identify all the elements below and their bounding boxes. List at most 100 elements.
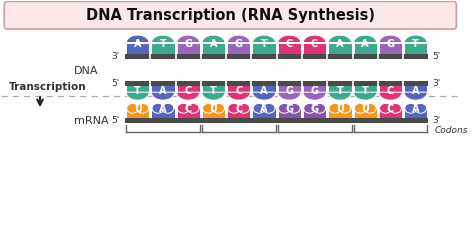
Text: T: T [160, 39, 166, 49]
Bar [151, 43, 174, 54]
Bar [278, 82, 301, 92]
Text: C: C [311, 39, 318, 49]
Ellipse shape [137, 103, 149, 113]
Ellipse shape [389, 103, 401, 113]
Polygon shape [303, 35, 326, 43]
Bar [253, 43, 276, 54]
Polygon shape [404, 92, 428, 100]
Ellipse shape [354, 103, 366, 113]
Text: 3': 3' [432, 79, 440, 89]
Bar [404, 108, 428, 118]
Bar [177, 108, 200, 118]
Polygon shape [177, 35, 200, 43]
Polygon shape [151, 35, 174, 43]
Ellipse shape [152, 103, 164, 113]
Text: A: A [336, 39, 344, 49]
Text: C: C [184, 86, 192, 96]
Bar [125, 54, 428, 59]
Bar [177, 82, 200, 92]
Bar [328, 108, 352, 118]
Polygon shape [379, 35, 402, 43]
Ellipse shape [364, 103, 376, 113]
Bar [177, 43, 200, 54]
Ellipse shape [405, 103, 417, 113]
Text: C: C [286, 39, 293, 49]
Text: T: T [412, 39, 419, 49]
Bar [404, 43, 428, 54]
Ellipse shape [237, 103, 250, 113]
Bar [227, 43, 250, 54]
Ellipse shape [253, 103, 265, 113]
Text: G: G [184, 39, 192, 49]
Bar [202, 108, 225, 118]
Bar [379, 108, 402, 118]
Bar [125, 82, 428, 86]
Bar [303, 108, 326, 118]
Text: A: A [361, 39, 369, 49]
Polygon shape [177, 92, 200, 100]
Text: C: C [184, 104, 192, 114]
Polygon shape [202, 35, 225, 43]
Bar [151, 82, 174, 92]
Text: T: T [337, 86, 343, 96]
Text: 3': 3' [111, 52, 119, 61]
Ellipse shape [127, 103, 139, 113]
Text: U: U [134, 104, 142, 114]
Text: G: G [386, 39, 394, 49]
Text: G: G [235, 39, 243, 49]
Bar [202, 43, 225, 54]
Bar [126, 82, 149, 92]
Bar [379, 43, 402, 54]
Text: G: G [285, 86, 293, 96]
Bar [227, 108, 250, 118]
Text: G: G [285, 104, 293, 114]
Text: C: C [387, 86, 394, 96]
Bar [354, 108, 377, 118]
Polygon shape [227, 35, 250, 43]
Text: A: A [134, 39, 141, 49]
Text: U: U [210, 104, 218, 114]
Text: 3': 3' [432, 116, 440, 125]
Bar [278, 43, 301, 54]
Polygon shape [303, 92, 326, 100]
Text: C: C [235, 86, 242, 96]
Polygon shape [328, 92, 352, 100]
Text: A: A [210, 39, 217, 49]
Polygon shape [278, 92, 301, 100]
Text: T: T [362, 86, 368, 96]
Text: G: G [310, 86, 319, 96]
Text: T: T [261, 39, 267, 49]
Ellipse shape [177, 103, 190, 113]
Text: A: A [412, 104, 419, 114]
Bar [354, 82, 377, 92]
Ellipse shape [263, 103, 275, 113]
Ellipse shape [228, 103, 240, 113]
Polygon shape [404, 35, 428, 43]
FancyBboxPatch shape [4, 1, 456, 29]
Text: U: U [361, 104, 369, 114]
Ellipse shape [202, 103, 215, 113]
Text: mRNA: mRNA [74, 116, 109, 125]
Bar [303, 43, 326, 54]
Bar [253, 108, 276, 118]
Ellipse shape [212, 103, 224, 113]
Polygon shape [253, 92, 276, 100]
Polygon shape [328, 35, 352, 43]
Text: T: T [210, 86, 217, 96]
Polygon shape [227, 92, 250, 100]
Ellipse shape [313, 103, 326, 113]
Bar [151, 108, 174, 118]
Bar [202, 82, 225, 92]
Text: 5': 5' [432, 52, 440, 61]
Bar [126, 108, 149, 118]
Polygon shape [354, 92, 377, 100]
Text: T: T [134, 86, 141, 96]
Text: DNA: DNA [74, 66, 98, 76]
Text: C: C [235, 104, 242, 114]
Ellipse shape [162, 103, 174, 113]
Ellipse shape [187, 103, 199, 113]
Bar [303, 82, 326, 92]
Bar [278, 108, 301, 118]
Ellipse shape [329, 103, 341, 113]
Polygon shape [354, 35, 377, 43]
